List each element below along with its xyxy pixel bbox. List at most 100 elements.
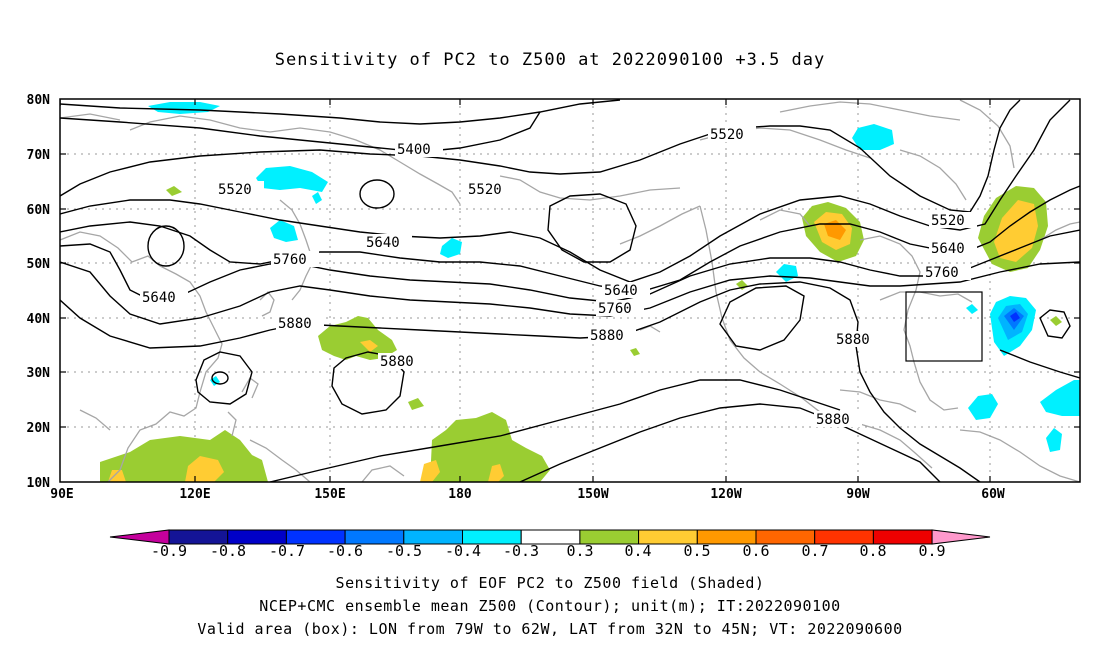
lat-label: 20N — [27, 421, 51, 436]
contour-label: 5520 — [710, 127, 744, 143]
colorbar-label: 0.7 — [801, 542, 828, 560]
lat-label: 50N — [27, 257, 51, 272]
contour-label: 5880 — [836, 332, 870, 348]
contour-label: 5640 — [931, 241, 965, 257]
plot-area — [60, 99, 1080, 482]
contour-label: 5640 — [142, 290, 176, 306]
lat-label: 10N — [27, 476, 51, 491]
contour-labels: 5400 5520 5520 5520 5520 5640 5640 5640 … — [140, 126, 977, 428]
caption-line-1: Sensitivity of EOF PC2 to Z500 field (Sh… — [335, 574, 765, 592]
negative-area-japan-sea — [270, 220, 298, 242]
lat-label: 40N — [27, 312, 51, 327]
lon-label: 150E — [314, 487, 345, 502]
lon-label: 120E — [179, 487, 210, 502]
sensitivity-shading — [100, 102, 1080, 482]
lon-label: 90W — [846, 487, 870, 502]
contour-line — [519, 403, 941, 482]
contour-label: 5880 — [380, 354, 414, 370]
lat-label: 60N — [27, 203, 51, 218]
contour-line — [1039, 309, 1071, 339]
contour-line — [60, 99, 1021, 213]
positive-area-small — [630, 348, 640, 356]
colorbar-label: 0.4 — [624, 542, 651, 560]
positive-area-small — [1050, 316, 1062, 326]
contour-label: 5520 — [468, 182, 502, 198]
colorbar-label: -0.9 — [151, 542, 187, 560]
negative-area-small — [312, 192, 322, 204]
colorbar-arrow-high — [931, 529, 991, 545]
lat-label: 30N — [27, 366, 51, 381]
contour-line — [60, 111, 541, 153]
valid-area-box — [905, 291, 983, 362]
colorbar-label: -0.7 — [269, 542, 305, 560]
contour-label: 5520 — [218, 182, 252, 198]
negative-area-bering — [440, 238, 462, 258]
colorbar-label: 0.5 — [683, 542, 710, 560]
colorbar — [109, 529, 991, 545]
plot-frame — [59, 98, 1081, 483]
colorbar-label: -0.5 — [386, 542, 422, 560]
contour-label: 5400 — [397, 142, 431, 158]
contour-line — [60, 281, 981, 482]
colorbar-label: 0.8 — [859, 542, 886, 560]
contour-label: 5520 — [931, 213, 965, 229]
positive-area-small — [408, 398, 424, 410]
contour-line — [359, 179, 395, 209]
axis-ticks — [60, 99, 1080, 482]
colorbar-label: -0.8 — [210, 542, 246, 560]
lat-label: 70N — [27, 148, 51, 163]
positive-area-west-pacific-core — [360, 340, 378, 352]
contour-line — [719, 285, 805, 351]
contour-label: 5880 — [278, 316, 312, 332]
negative-area-siberia — [256, 166, 328, 192]
contour-label: 5640 — [366, 235, 400, 251]
coastlines — [60, 99, 1080, 482]
negative-area-east-atlantic — [1040, 380, 1080, 416]
contour-label: 5760 — [598, 301, 632, 317]
positive-area-date-line-core — [420, 460, 440, 482]
positive-area-east-asia-core — [185, 456, 224, 482]
negative-area-small — [966, 304, 978, 314]
contour-line — [269, 379, 841, 482]
contour-label: 5880 — [590, 328, 624, 344]
positive-area-date-line-core — [488, 464, 504, 482]
caption-line-2: NCEP+CMC ensemble mean Z500 (Contour); u… — [259, 597, 841, 615]
contour-label: 5640 — [604, 283, 638, 299]
contour-line — [195, 351, 253, 405]
z500-contours — [60, 99, 1080, 482]
negative-area-caribbean — [968, 394, 998, 420]
lon-label: 150W — [577, 487, 608, 502]
colorbar-label: 0.3 — [566, 542, 593, 560]
colorbar-label: -0.4 — [445, 542, 481, 560]
contour-line — [60, 99, 621, 125]
lat-axis-labels: 80N 70N 60N 50N 40N 30N 20N 10N — [27, 93, 51, 491]
contour-line — [547, 193, 637, 263]
caption-line-3: Valid area (box): LON from 79W to 62W, L… — [197, 620, 903, 638]
positive-area-east-asia-core — [108, 470, 126, 482]
contour-line — [211, 371, 229, 385]
negative-area-atlantic-max — [1010, 312, 1020, 322]
lon-label: 180 — [448, 487, 472, 502]
negative-area-greenland — [852, 124, 894, 150]
positive-area-small — [166, 186, 182, 196]
positive-area-date-line — [430, 412, 550, 482]
contour-label: 5760 — [273, 252, 307, 268]
lon-label: 90E — [50, 487, 73, 502]
colorbar-label: -0.3 — [503, 542, 539, 560]
lon-label: 120W — [710, 487, 741, 502]
lon-axis-labels: 90E 120E 150E 180 150W 120W 90W 60W — [50, 487, 1005, 502]
lon-label: 60W — [981, 487, 1005, 502]
colorbar-label: 0.6 — [742, 542, 769, 560]
contour-label: 5760 — [925, 265, 959, 281]
contour-line — [60, 261, 1080, 325]
contour-line — [331, 351, 405, 415]
negative-area-small — [1046, 428, 1062, 452]
positive-area-labrador-core — [994, 200, 1038, 262]
positive-area-west-pacific — [318, 316, 397, 360]
lat-label: 80N — [27, 93, 51, 108]
colorbar-label: 0.9 — [918, 542, 945, 560]
positive-area-east-asia — [100, 430, 268, 482]
contour-line — [999, 349, 1080, 379]
colorbar-labels: -0.9 -0.8 -0.7 -0.6 -0.5 -0.4 -0.3 0.3 0… — [151, 542, 946, 560]
